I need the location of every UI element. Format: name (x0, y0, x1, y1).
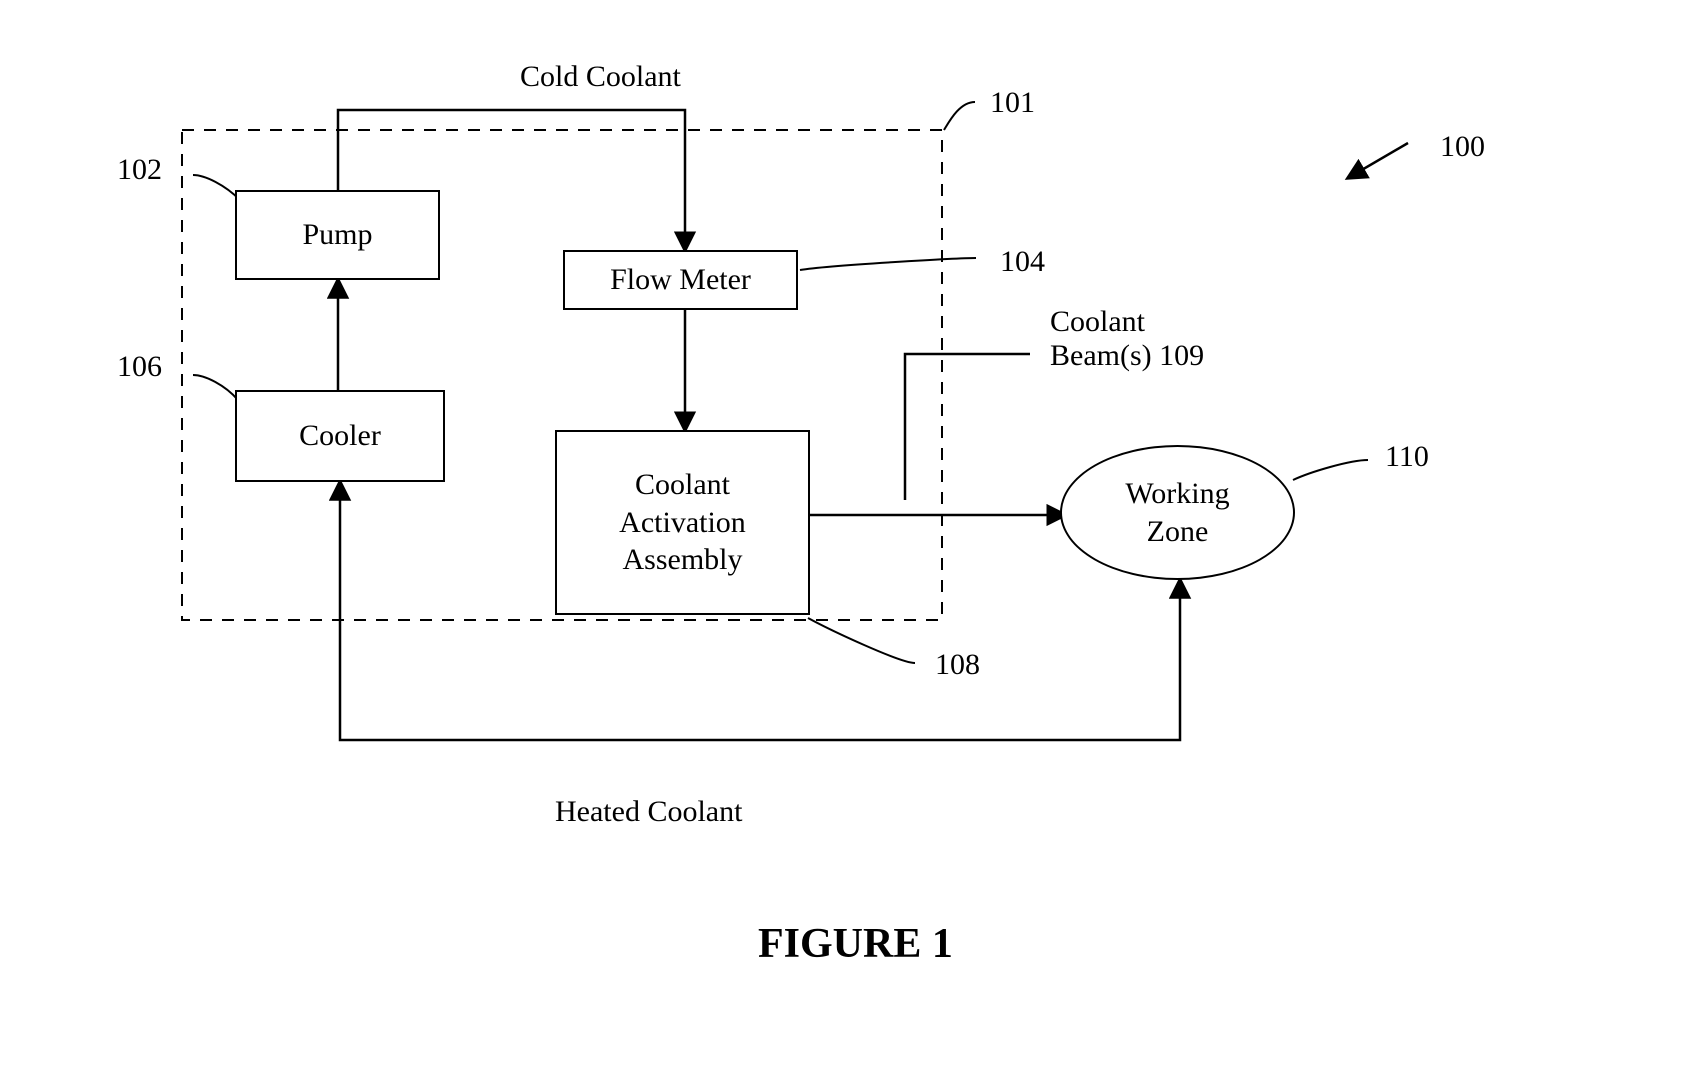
diagram-canvas: Pump Flow Meter Cooler Coolant Activatio… (0, 0, 1706, 1068)
label-coolant-beams: Coolant Beam(s) 109 (1050, 305, 1204, 373)
ref-101: 101 (990, 86, 1035, 120)
node-flow-meter: Flow Meter (563, 250, 798, 310)
ref-108: 108 (935, 648, 980, 682)
figure-title: FIGURE 1 (758, 920, 953, 968)
node-caa-label: Coolant Activation Assembly (619, 466, 746, 579)
node-pump-label: Pump (302, 216, 372, 254)
pointer-100 (1348, 143, 1408, 178)
node-caa: Coolant Activation Assembly (555, 430, 810, 615)
node-pump: Pump (235, 190, 440, 280)
node-flow-meter-label: Flow Meter (610, 261, 751, 299)
ref-100: 100 (1440, 130, 1485, 164)
callout-coolant-beams (905, 354, 1030, 500)
node-working-zone: Working Zone (1060, 445, 1295, 580)
node-cooler-label: Cooler (299, 417, 381, 455)
ref-104: 104 (1000, 245, 1045, 279)
ref-102: 102 (117, 153, 162, 187)
lead-104 (800, 258, 976, 270)
ref-110: 110 (1385, 440, 1429, 474)
lead-102 (193, 175, 240, 200)
label-cold-coolant: Cold Coolant (520, 60, 681, 94)
lead-106 (193, 375, 238, 400)
lead-101 (944, 102, 975, 130)
lead-108 (808, 618, 915, 663)
lead-110 (1293, 460, 1368, 480)
label-heated-coolant: Heated Coolant (555, 795, 742, 829)
ref-106: 106 (117, 350, 162, 384)
node-working-zone-label: Working Zone (1125, 475, 1229, 550)
node-cooler: Cooler (235, 390, 445, 482)
